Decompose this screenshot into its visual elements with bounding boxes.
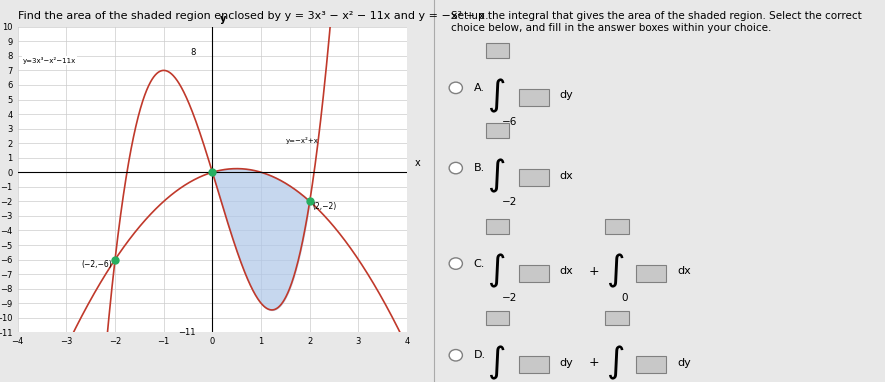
Text: C.: C. (473, 259, 485, 269)
FancyBboxPatch shape (519, 169, 549, 186)
Text: −2: −2 (503, 293, 518, 303)
Text: dx: dx (560, 266, 573, 276)
FancyBboxPatch shape (486, 219, 510, 234)
Text: −6: −6 (503, 117, 518, 127)
Text: $\int$: $\int$ (487, 76, 505, 115)
Text: dx: dx (560, 171, 573, 181)
Text: B.: B. (473, 163, 485, 173)
FancyBboxPatch shape (605, 311, 628, 325)
Text: A.: A. (473, 83, 484, 93)
Text: +: + (589, 356, 599, 369)
Text: dy: dy (560, 358, 573, 368)
Text: −2: −2 (503, 197, 518, 207)
FancyBboxPatch shape (519, 356, 549, 373)
FancyBboxPatch shape (636, 356, 666, 373)
FancyBboxPatch shape (636, 265, 666, 282)
Text: x: x (414, 158, 420, 168)
FancyBboxPatch shape (486, 311, 510, 325)
Text: $\int$: $\int$ (606, 252, 625, 290)
Text: 8: 8 (190, 49, 196, 57)
Text: dx: dx (677, 266, 691, 276)
FancyBboxPatch shape (605, 219, 628, 234)
Text: $\int$: $\int$ (487, 157, 505, 195)
Text: 0: 0 (621, 293, 628, 303)
Text: Find the area of the shaded region enclosed by y = 3x³ − x² − 11x and y = −x² + : Find the area of the shaded region enclo… (18, 11, 489, 21)
FancyBboxPatch shape (486, 123, 510, 138)
FancyBboxPatch shape (519, 89, 549, 106)
Circle shape (449, 350, 462, 361)
Circle shape (449, 162, 462, 174)
Text: −11: −11 (178, 328, 196, 337)
Circle shape (449, 82, 462, 94)
Text: dy: dy (677, 358, 691, 368)
Text: dy: dy (560, 91, 573, 100)
Text: $\int$: $\int$ (487, 252, 505, 290)
Text: y=−x²+x: y=−x²+x (286, 137, 319, 144)
Text: D.: D. (473, 350, 486, 360)
Text: y=3x³−x²−11x: y=3x³−x²−11x (22, 57, 76, 64)
Text: (−2,−6): (−2,−6) (81, 260, 112, 269)
FancyBboxPatch shape (486, 43, 510, 58)
Circle shape (449, 258, 462, 269)
Text: Set up the integral that gives the area of the shaded region. Select the correct: Set up the integral that gives the area … (451, 11, 862, 33)
Text: (2,−2): (2,−2) (312, 202, 336, 210)
Text: $\int$: $\int$ (606, 344, 625, 382)
Text: +: + (589, 265, 599, 278)
Text: $\int$: $\int$ (487, 344, 505, 382)
FancyBboxPatch shape (519, 265, 549, 282)
Text: y: y (219, 14, 226, 24)
